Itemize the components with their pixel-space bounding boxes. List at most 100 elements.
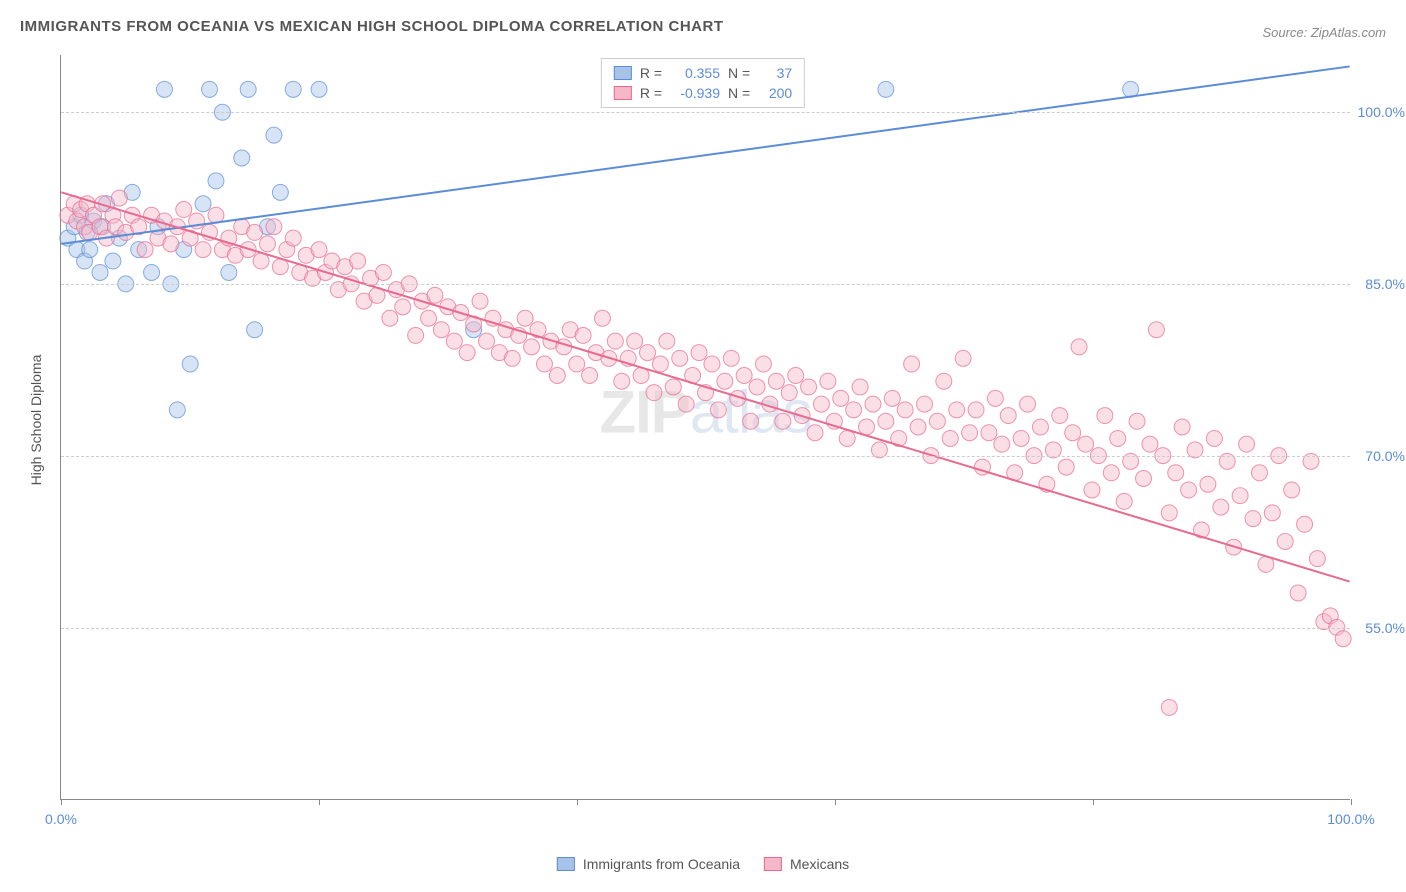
scatter-point <box>208 173 224 189</box>
scatter-point <box>1335 631 1351 647</box>
scatter-point <box>195 242 211 258</box>
scatter-point <box>1309 551 1325 567</box>
scatter-point <box>749 379 765 395</box>
scatter-point <box>884 390 900 406</box>
scatter-point <box>272 184 288 200</box>
scatter-point <box>1161 505 1177 521</box>
scatter-point <box>736 368 752 384</box>
scatter-point <box>221 264 237 280</box>
plot-area: ZIPatlas 55.0%70.0%85.0%100.0%0.0%100.0% <box>60 55 1350 800</box>
scatter-point <box>247 322 263 338</box>
xtick <box>1351 799 1352 805</box>
scatter-point <box>640 345 656 361</box>
xtick-label: 0.0% <box>45 811 77 827</box>
scatter-point <box>1161 699 1177 715</box>
scatter-point <box>775 413 791 429</box>
scatter-point <box>962 425 978 441</box>
scatter-point <box>865 396 881 412</box>
scatter-point <box>859 419 875 435</box>
scatter-point <box>755 356 771 372</box>
ytick-label: 85.0% <box>1365 276 1405 292</box>
scatter-point <box>408 327 424 343</box>
scatter-point <box>247 224 263 240</box>
scatter-point <box>897 402 913 418</box>
scatter-point <box>710 402 726 418</box>
scatter-point <box>968 402 984 418</box>
scatter-point <box>1097 408 1113 424</box>
legend-n-value: 37 <box>758 65 792 81</box>
scatter-point <box>92 264 108 280</box>
scatter-point <box>691 345 707 361</box>
scatter-point <box>195 196 211 212</box>
ytick-label: 55.0% <box>1365 620 1405 636</box>
scatter-point <box>614 373 630 389</box>
scatter-point <box>594 310 610 326</box>
scatter-point <box>833 390 849 406</box>
scatter-point <box>517 310 533 326</box>
scatter-point <box>646 385 662 401</box>
scatter-point <box>459 345 475 361</box>
scatter-point <box>82 242 98 258</box>
chart-title: IMMIGRANTS FROM OCEANIA VS MEXICAN HIGH … <box>20 18 724 35</box>
scatter-point <box>1084 482 1100 498</box>
ytick-label: 100.0% <box>1358 104 1405 120</box>
legend-bottom: Immigrants from Oceania Mexicans <box>557 856 849 872</box>
scatter-point <box>105 253 121 269</box>
gridline <box>61 284 1350 285</box>
scatter-point <box>1284 482 1300 498</box>
scatter-point <box>350 253 366 269</box>
scatter-point <box>285 81 301 97</box>
gridline <box>61 112 1350 113</box>
scatter-point <box>421 310 437 326</box>
scatter-point <box>917 396 933 412</box>
legend-n-label: N = <box>728 85 750 101</box>
ytick-label: 70.0% <box>1365 448 1405 464</box>
scatter-point <box>1136 471 1152 487</box>
scatter-point <box>1206 430 1222 446</box>
scatter-point <box>266 127 282 143</box>
scatter-point <box>820 373 836 389</box>
scatter-point <box>202 81 218 97</box>
gridline <box>61 628 1350 629</box>
xtick-label: 100.0% <box>1327 811 1374 827</box>
scatter-point <box>556 339 572 355</box>
scatter-point <box>717 373 733 389</box>
scatter-point <box>311 242 327 258</box>
scatter-point <box>1065 425 1081 441</box>
scatter-point <box>582 368 598 384</box>
legend-top: R = 0.355 N = 37 R = -0.939 N = 200 <box>601 58 805 108</box>
scatter-point <box>549 368 565 384</box>
legend-n-value: 200 <box>758 85 792 101</box>
scatter-point <box>395 299 411 315</box>
scatter-point <box>839 430 855 446</box>
scatter-point <box>375 264 391 280</box>
legend-r-value: -0.939 <box>670 85 720 101</box>
scatter-point <box>1052 408 1068 424</box>
legend-r-label: R = <box>640 65 662 81</box>
scatter-point <box>949 402 965 418</box>
scatter-point <box>504 350 520 366</box>
legend-swatch <box>764 857 782 871</box>
scatter-point <box>1251 465 1267 481</box>
scatter-point <box>1290 585 1306 601</box>
scatter-point <box>234 150 250 166</box>
scatter-point <box>955 350 971 366</box>
scatter-point <box>433 322 449 338</box>
scatter-point <box>723 350 739 366</box>
scatter-point <box>575 327 591 343</box>
scatter-point <box>1297 516 1313 532</box>
scatter-point <box>1000 408 1016 424</box>
legend-bottom-item: Mexicans <box>764 856 849 872</box>
legend-top-row: R = 0.355 N = 37 <box>602 63 804 83</box>
y-axis-title: High School Diploma <box>28 355 44 486</box>
scatter-point <box>678 396 694 412</box>
scatter-point <box>176 202 192 218</box>
scatter-point <box>285 230 301 246</box>
scatter-point <box>1264 505 1280 521</box>
xtick <box>1093 799 1094 805</box>
legend-r-value: 0.355 <box>670 65 720 81</box>
scatter-point <box>878 413 894 429</box>
scatter-point <box>878 81 894 97</box>
scatter-point <box>1174 419 1190 435</box>
scatter-point <box>144 264 160 280</box>
